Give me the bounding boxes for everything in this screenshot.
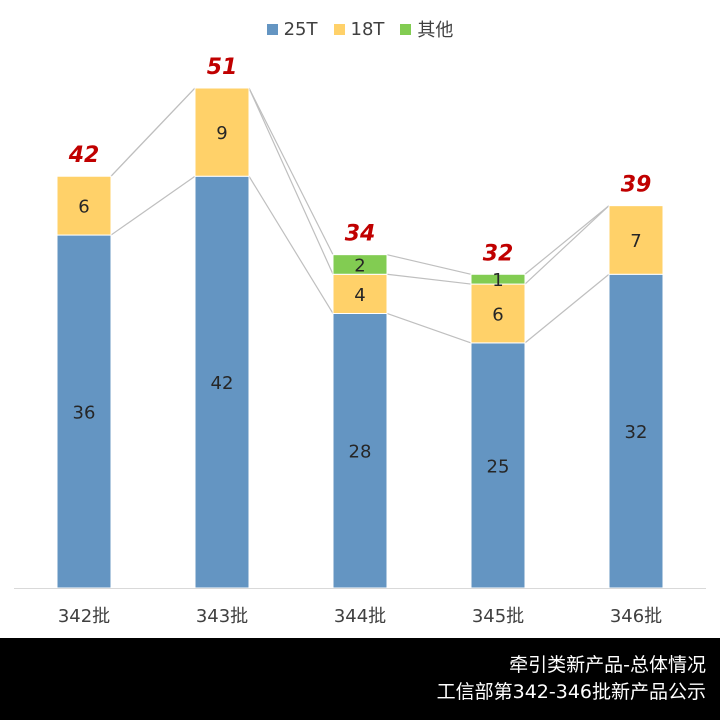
- bar-segment: [470, 273, 526, 285]
- bar-segment: [56, 234, 112, 589]
- total-label: 34: [345, 222, 376, 247]
- footer-title: 牵引类新产品-总体情况: [509, 654, 706, 676]
- data-label: 1: [492, 270, 503, 291]
- total-label: 42: [68, 143, 100, 168]
- legend-swatch-18t: [333, 23, 345, 35]
- total-label: 39: [621, 173, 652, 198]
- data-label: 7: [630, 231, 641, 252]
- x-tick-label: 344批: [334, 606, 386, 627]
- x-tick-label: 343批: [196, 606, 248, 627]
- data-label: 25: [487, 456, 510, 477]
- legend-swatch-other: [400, 23, 412, 35]
- stacked-bar-chart: 36642342批42951343批284234344批256132345批32…: [14, 55, 706, 627]
- x-tick-label: 342批: [58, 606, 110, 627]
- series-line: [248, 87, 334, 255]
- footer-banner: 牵引类新产品-总体情况 工信部第342-346批新产品公示: [0, 638, 720, 720]
- legend-label-25t: 25T: [283, 18, 318, 40]
- data-label: 4: [354, 285, 365, 306]
- series-line: [110, 87, 196, 177]
- legend-item-18t: 18T: [333, 16, 385, 42]
- data-label: 6: [492, 304, 503, 325]
- data-label: 32: [625, 422, 648, 443]
- bar-segment: [194, 87, 250, 177]
- bar-segment: [608, 273, 664, 589]
- data-label: 36: [73, 403, 96, 424]
- data-label: 28: [349, 442, 372, 463]
- series-line: [386, 312, 472, 344]
- legend-item-25t: 25T: [266, 16, 318, 42]
- series-line: [524, 273, 610, 344]
- bar-segment: [608, 205, 664, 275]
- series-line: [386, 254, 472, 275]
- legend: 25T 18T 其他: [0, 16, 720, 42]
- bar-segment: [56, 175, 112, 236]
- series-line: [524, 205, 610, 275]
- series-line: [248, 175, 334, 314]
- series-line: [110, 175, 196, 236]
- series-line: [524, 205, 610, 285]
- series-line: [386, 273, 472, 285]
- legend-swatch-25t: [266, 23, 278, 35]
- legend-label-18t: 18T: [350, 18, 385, 40]
- series-lines: [110, 87, 610, 344]
- legend-label-other: 其他: [417, 20, 454, 41]
- legend-item-other: 其他: [400, 16, 453, 42]
- total-label: 32: [483, 241, 514, 266]
- data-label: 2: [354, 255, 365, 276]
- x-tick-label: 345批: [472, 606, 524, 627]
- bar-segment: [332, 273, 388, 314]
- bar-segment: [332, 254, 388, 275]
- data-label: 42: [211, 373, 234, 394]
- series-line: [248, 87, 334, 275]
- data-label: 6: [78, 197, 89, 218]
- total-label: 51: [207, 55, 238, 80]
- data-label: 9: [216, 123, 227, 144]
- bar-segment: [470, 283, 526, 344]
- x-tick-label: 346批: [610, 606, 662, 627]
- footer-subtitle: 工信部第342-346批新产品公示: [436, 681, 706, 703]
